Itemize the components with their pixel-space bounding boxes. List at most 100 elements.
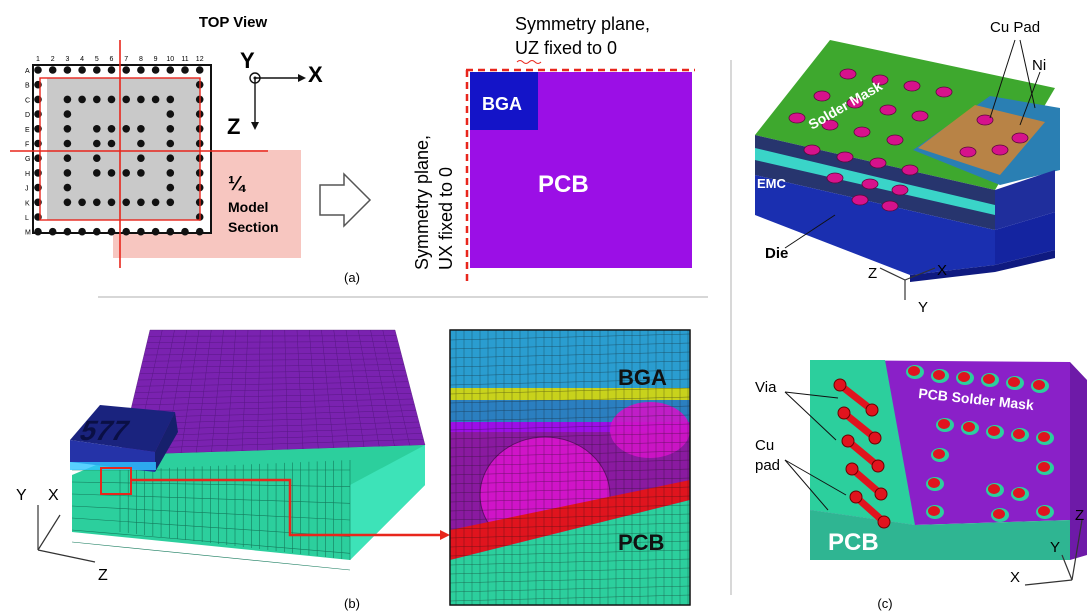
ball [107, 66, 116, 74]
ball [122, 198, 130, 207]
row-label: M [25, 230, 31, 237]
pad-icon [891, 184, 909, 196]
column-label: 6 [110, 56, 114, 63]
axis-z-label-c: Z [868, 265, 877, 282]
pad-icon [813, 90, 831, 102]
pad-icon [1013, 429, 1025, 439]
ball [166, 66, 175, 74]
ball [107, 227, 116, 236]
ball [166, 95, 175, 104]
pad-icon [928, 478, 940, 488]
ball [137, 139, 145, 148]
column-label: 9 [154, 56, 158, 63]
row-label: A [25, 68, 30, 75]
pad-icon [1038, 432, 1050, 442]
ball [122, 169, 130, 177]
via-trace [836, 381, 876, 414]
zoom-mesh [449, 330, 691, 605]
ball [93, 66, 101, 74]
bga-label-a: BGA [482, 94, 522, 114]
pcb-side-face [72, 445, 425, 560]
pcb-front [810, 510, 1070, 560]
pad-icon [1038, 506, 1050, 516]
symmetry-top-line1: Symmetry plane, [515, 14, 650, 34]
column-label: 4 [80, 56, 84, 63]
vias-group [833, 378, 891, 529]
column-label: 7 [124, 56, 128, 63]
ball [166, 227, 175, 236]
ball [93, 169, 101, 177]
pad-icon [886, 134, 904, 146]
ball [93, 198, 101, 207]
zoom-pcb-label: PCB [618, 530, 664, 555]
row-label: L [25, 215, 29, 222]
pad-icon [803, 144, 821, 156]
axis-z-label-b: Z [98, 567, 108, 584]
ball [63, 198, 72, 207]
ni-label: Ni [1032, 57, 1046, 74]
top-view-title: TOP View [199, 14, 268, 31]
bga-quarter-model [470, 72, 538, 130]
quarter-symbol: ¼ [228, 173, 247, 195]
symmetry-side-line1: Symmetry plane, [412, 135, 432, 270]
ball [137, 95, 145, 104]
ball [122, 125, 130, 133]
pad-icon [901, 164, 919, 176]
ball [93, 125, 101, 133]
pad-icon [1013, 488, 1025, 498]
ball [151, 227, 160, 236]
pad-icon [846, 97, 864, 109]
ball [137, 227, 145, 236]
ball [151, 198, 160, 207]
column-label: 5 [95, 56, 99, 63]
column-label: 12 [196, 56, 204, 63]
ball [93, 154, 101, 162]
pad-icon [908, 366, 920, 376]
ball [107, 169, 116, 177]
leader-lines-c-bottom [784, 391, 847, 511]
caption-b: (b) [344, 596, 360, 611]
pad-icon [958, 372, 970, 382]
ball [78, 95, 86, 104]
ball [166, 110, 175, 118]
pad-icon [935, 86, 953, 98]
row-label: H [25, 171, 30, 178]
pad-icon [1033, 380, 1045, 390]
ball [195, 66, 204, 74]
ball [78, 198, 86, 207]
pad-icon [839, 68, 857, 80]
pad-icon [903, 80, 921, 92]
leader-lines-c-top [784, 39, 1041, 249]
via-trace [840, 409, 879, 442]
pcb-label-a: PCB [538, 171, 589, 198]
ball [166, 183, 175, 192]
pad-icon [861, 178, 879, 190]
axis2-z-label: Z [1075, 507, 1084, 524]
pcb-solder-mask-pads [906, 365, 1054, 522]
pad-icon [1011, 132, 1029, 144]
cu-pad-label-line1: Cu [755, 437, 774, 454]
cu-pad-label-top: Cu Pad [990, 19, 1040, 36]
ball [48, 227, 57, 236]
pad-icon [933, 449, 945, 459]
ball [137, 169, 145, 177]
quarter-label-model: Model [228, 199, 268, 215]
ball [137, 66, 145, 74]
ball [63, 66, 72, 74]
pad-icon [788, 112, 806, 124]
pcb-copper-layer [450, 480, 690, 560]
ball [78, 66, 86, 74]
via-label: Via [755, 379, 777, 396]
quarter-label-section: Section [228, 219, 279, 235]
row-label: K [25, 200, 30, 207]
ball [195, 227, 204, 236]
row-labels: A BC D E FG H JK L M [25, 68, 31, 237]
ball [93, 95, 101, 104]
cu-pad-label-line2: pad [755, 457, 780, 474]
ball [107, 125, 116, 133]
pad-icon [928, 506, 940, 516]
pad-icon [911, 110, 929, 122]
pad-icon [1038, 462, 1050, 472]
ball [34, 227, 42, 236]
row-label: E [25, 127, 30, 134]
